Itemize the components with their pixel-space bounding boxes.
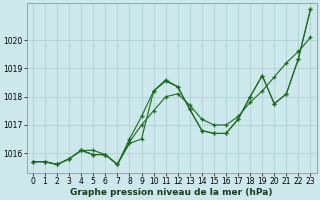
X-axis label: Graphe pression niveau de la mer (hPa): Graphe pression niveau de la mer (hPa) — [70, 188, 273, 197]
